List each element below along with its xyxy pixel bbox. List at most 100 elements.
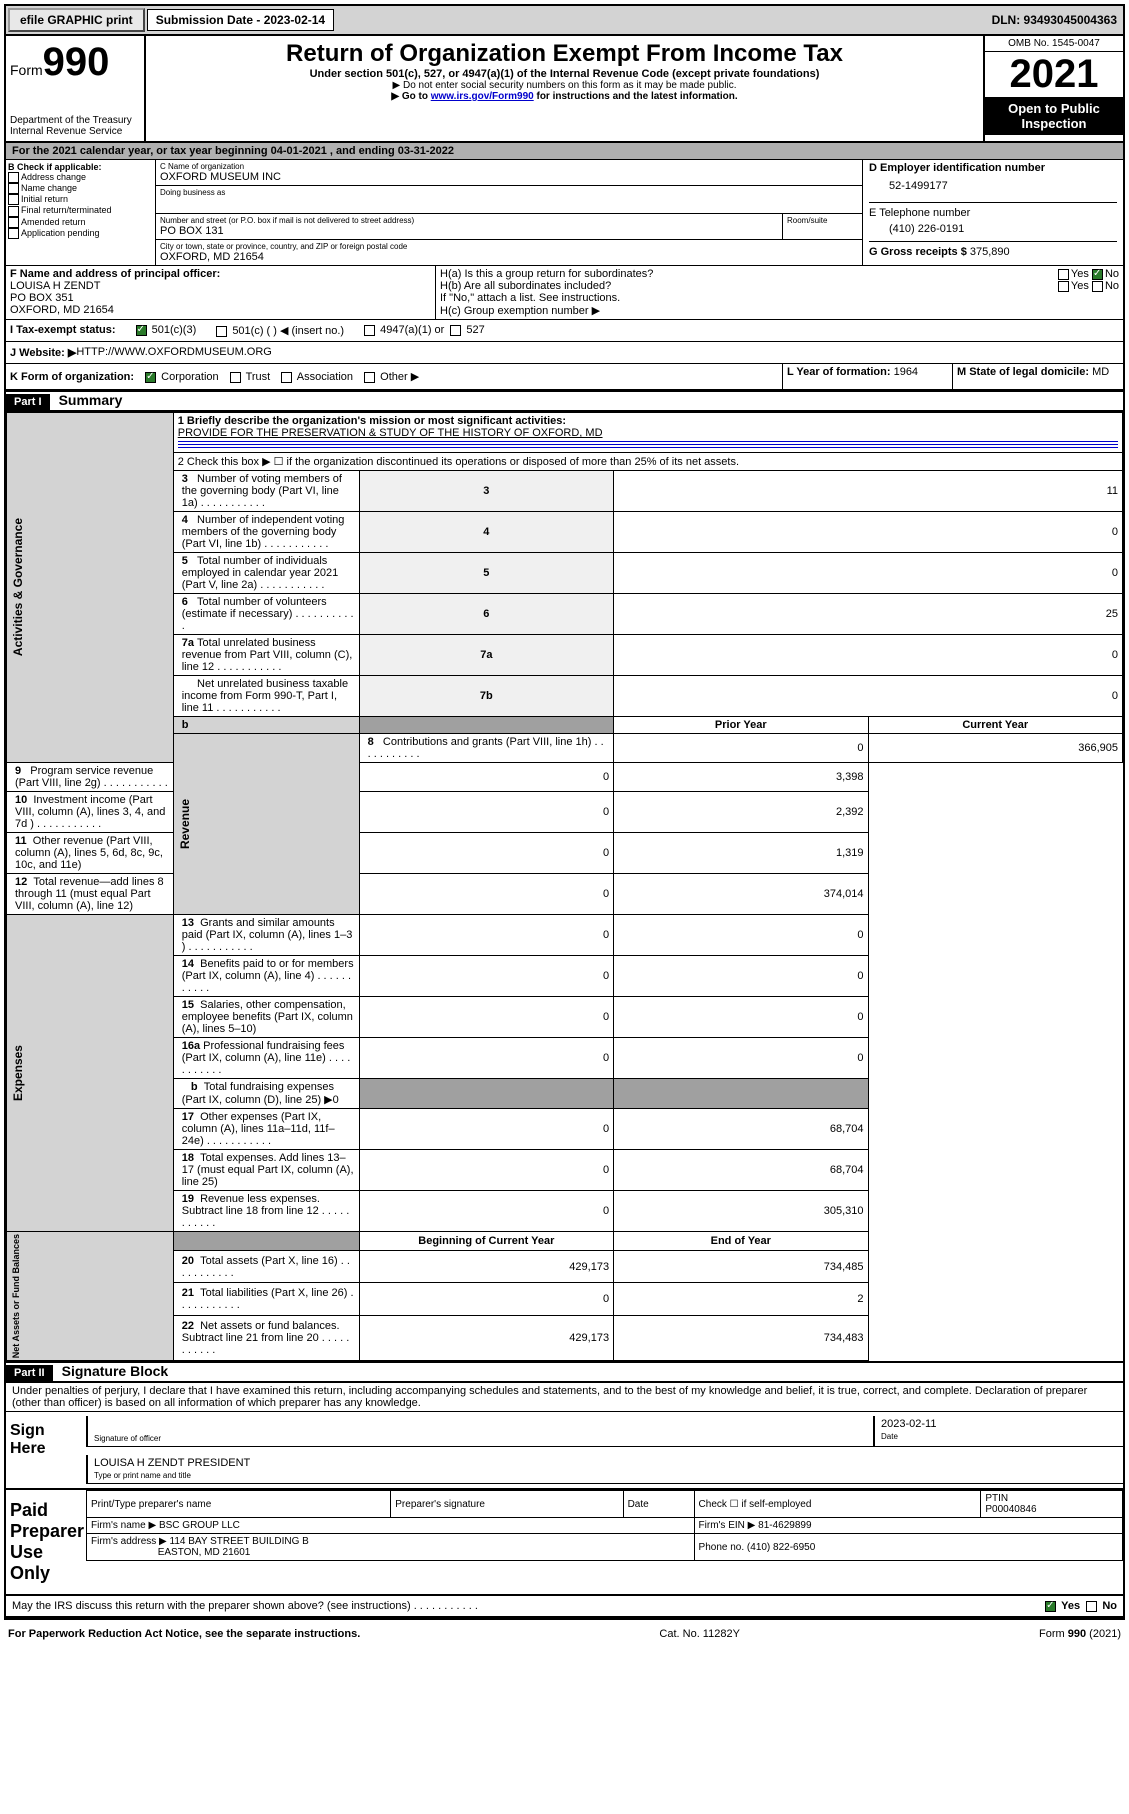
ha-no-checkbox[interactable] xyxy=(1092,269,1103,280)
officer-addr2: OXFORD, MD 21654 xyxy=(10,304,431,316)
sig-date: 2023-02-11 xyxy=(881,1418,1117,1430)
tax-year: 2021 xyxy=(985,52,1123,97)
assoc-checkbox[interactable] xyxy=(281,372,292,383)
addr-change-checkbox[interactable] xyxy=(8,172,19,183)
rev-12-p: 0 xyxy=(359,874,613,915)
dln-label: DLN: 93493045004363 xyxy=(992,13,1123,27)
part2-title: Signature Block xyxy=(56,1363,169,1379)
other-checkbox[interactable] xyxy=(364,372,375,383)
footer-cat: Cat. No. 11282Y xyxy=(659,1628,740,1640)
ein-value: 52-1499177 xyxy=(869,174,1117,202)
officer-label: F Name and address of principal officer: xyxy=(10,268,431,280)
header-note1: ▶ Do not enter social security numbers o… xyxy=(150,80,979,91)
phone-value: (410) 226-0191 xyxy=(869,219,1117,241)
opt-initial: Initial return xyxy=(21,194,68,204)
rev-12-c: 374,014 xyxy=(614,874,868,915)
ha-yes-checkbox[interactable] xyxy=(1058,269,1069,280)
gov-3-v: 11 xyxy=(614,471,1123,512)
side-governance: Activities & Governance xyxy=(11,518,25,656)
irs-link[interactable]: www.irs.gov/Form990 xyxy=(431,91,534,102)
ein-label: D Employer identification number xyxy=(869,162,1117,174)
name-change-checkbox[interactable] xyxy=(8,183,19,194)
preparer-table: Print/Type preparer's name Preparer's si… xyxy=(86,1490,1123,1561)
gov-7a-k: 7a xyxy=(359,635,613,676)
line-a: For the 2021 calendar year, or tax year … xyxy=(6,143,1123,160)
exp-17-p: 0 xyxy=(359,1109,613,1150)
trust-checkbox[interactable] xyxy=(230,372,241,383)
hc-label: H(c) Group exemption number ▶ xyxy=(440,304,1119,317)
room-label: Room/suite xyxy=(782,214,862,239)
opt-trust: Trust xyxy=(246,371,271,383)
omb-number: OMB No. 1545-0047 xyxy=(985,36,1123,52)
hb-yes-checkbox[interactable] xyxy=(1058,281,1069,292)
opt-assoc: Association xyxy=(297,371,353,383)
4947-checkbox[interactable] xyxy=(364,325,375,336)
part1-title: Summary xyxy=(53,392,123,408)
part2-header: Part II xyxy=(6,1365,53,1381)
rev-11-p: 0 xyxy=(359,833,613,874)
rev-11-desc: Other revenue (Part VIII, column (A), li… xyxy=(15,835,163,871)
penalty-text: Under penalties of perjury, I declare th… xyxy=(6,1383,1123,1412)
net-20-p: 429,173 xyxy=(359,1250,613,1282)
section-b: B Check if applicable: Address change Na… xyxy=(6,160,156,265)
rev-12-desc: Total revenue—add lines 8 through 11 (mu… xyxy=(15,876,164,912)
ha-yes: Yes xyxy=(1071,268,1089,280)
section-c: C Name of organization OXFORD MUSEUM INC… xyxy=(156,160,863,265)
exp-16b-c xyxy=(614,1079,868,1109)
section-f: F Name and address of principal officer:… xyxy=(6,266,436,319)
ha-label: H(a) Is this a group return for subordin… xyxy=(440,268,653,280)
dept-label: Department of the Treasury xyxy=(10,115,140,126)
exp-18-desc: Total expenses. Add lines 13–17 (must eq… xyxy=(182,1152,354,1188)
net-21-desc: Total liabilities (Part X, line 26) xyxy=(200,1287,347,1299)
discuss-yes-checkbox[interactable] xyxy=(1045,1601,1056,1612)
open-inspection-badge: Open to Public Inspection xyxy=(985,97,1123,135)
section-b-title: B Check if applicable: xyxy=(8,162,153,172)
note2-pre: ▶ Go to xyxy=(391,91,430,102)
net-21-c: 2 xyxy=(614,1283,868,1315)
website-value: HTTP://WWW.OXFORDMUSEUM.ORG xyxy=(76,346,272,359)
ein-value2: 81-4629899 xyxy=(758,1520,811,1531)
domicile-label: M State of legal domicile: xyxy=(957,366,1089,378)
exp-14-c: 0 xyxy=(614,956,868,997)
prep-h1: Print/Type preparer's name xyxy=(87,1491,391,1518)
firm-addr2: EASTON, MD 21601 xyxy=(158,1547,251,1558)
discuss-no-checkbox[interactable] xyxy=(1086,1601,1097,1612)
opt-4947: 4947(a)(1) or xyxy=(380,324,444,336)
section-d: D Employer identification number 52-1499… xyxy=(863,160,1123,265)
firm-label: Firm's name ▶ xyxy=(91,1520,156,1531)
opt-pending: Application pending xyxy=(21,228,100,238)
exp-18-c: 68,704 xyxy=(614,1150,868,1191)
501c3-checkbox[interactable] xyxy=(136,325,147,336)
gross-value: 375,890 xyxy=(970,246,1010,258)
col-end: End of Year xyxy=(614,1232,868,1251)
initial-return-checkbox[interactable] xyxy=(8,194,19,205)
efile-print-button[interactable]: efile GRAPHIC print xyxy=(8,8,145,32)
501c-checkbox[interactable] xyxy=(216,326,227,337)
firm-addr-label: Firm's address ▶ xyxy=(91,1536,167,1547)
col-curr: Current Year xyxy=(868,717,1122,734)
sig-officer-label: Signature of officer xyxy=(94,1434,161,1443)
hb-no-checkbox[interactable] xyxy=(1092,281,1103,292)
exp-18-p: 0 xyxy=(359,1150,613,1191)
discuss-no: No xyxy=(1102,1600,1117,1612)
gov-6-v: 25 xyxy=(614,594,1123,635)
opt-corp: Corporation xyxy=(161,371,218,383)
form-org-label: K Form of organization: xyxy=(10,371,134,383)
tax-status-label: I Tax-exempt status: xyxy=(10,324,116,337)
header-right-cell: OMB No. 1545-0047 2021 Open to Public In… xyxy=(983,36,1123,141)
prep-check: Check ☐ if self-employed xyxy=(694,1491,981,1518)
sig-name: LOUISA H ZENDT PRESIDENT xyxy=(94,1457,1117,1469)
line1-label: 1 Briefly describe the organization's mi… xyxy=(178,415,1118,427)
app-pending-checkbox[interactable] xyxy=(8,228,19,239)
final-return-checkbox[interactable] xyxy=(8,206,19,217)
ein-label2: Firm's EIN ▶ xyxy=(699,1520,756,1531)
header-subtitle: Under section 501(c), 527, or 4947(a)(1)… xyxy=(150,68,979,80)
corp-checkbox[interactable] xyxy=(145,372,156,383)
rev-10-p: 0 xyxy=(359,792,613,833)
rev-9-p: 0 xyxy=(359,763,613,792)
527-checkbox[interactable] xyxy=(450,325,461,336)
exp-15-p: 0 xyxy=(359,997,613,1038)
net-20-c: 734,485 xyxy=(614,1250,868,1282)
amended-checkbox[interactable] xyxy=(8,217,19,228)
firm-addr1: 114 BAY STREET BUILDING B xyxy=(170,1536,309,1547)
